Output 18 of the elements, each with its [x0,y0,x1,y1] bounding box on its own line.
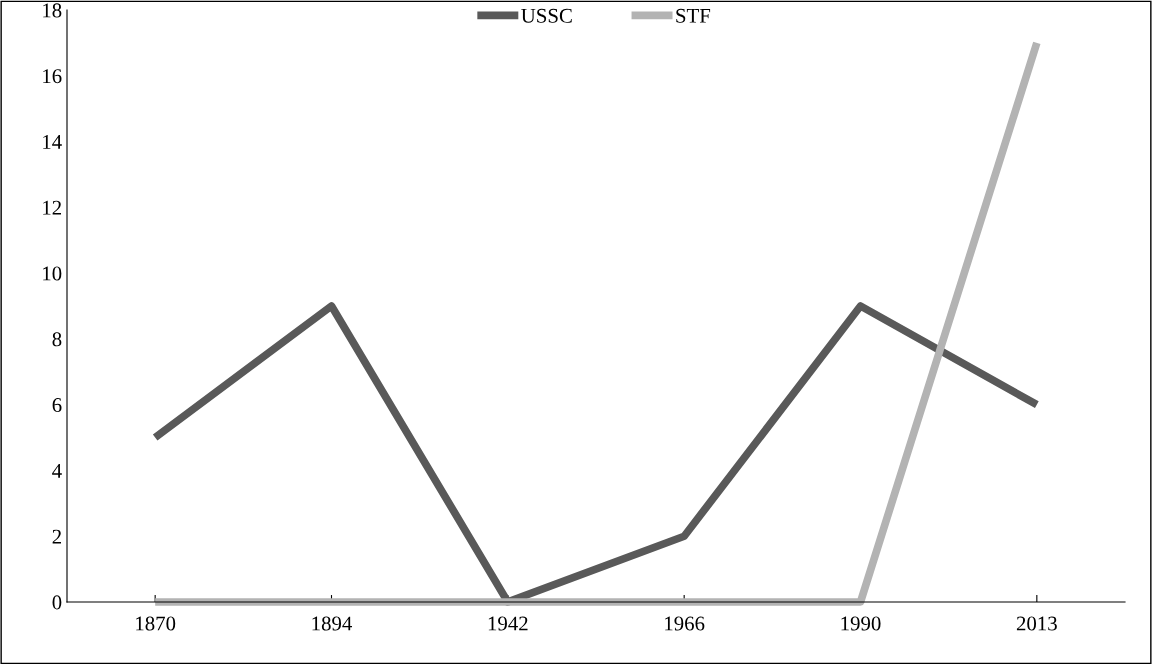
x-tick-label: 2013 [1016,616,1057,631]
x-tick-label: 1990 [841,616,881,631]
x-tick-label: 1894 [312,616,353,631]
legend-label: STF [676,8,711,23]
y-tick-label: 14 [43,135,62,149]
y-tick-label: 10 [43,266,62,281]
y-tick-label: 4 [52,463,62,478]
y-tick-label: 8 [52,332,62,347]
y-tick-label: 0 [52,595,62,610]
y-tick-label: 2 [52,529,61,544]
y-tick-label: 16 [43,69,62,84]
x-tick-label: 1942 [488,616,528,631]
x-tick-label: 1966 [665,616,705,631]
y-tick-label: 12 [43,200,61,215]
y-tick-label: 6 [52,398,62,413]
legend-label: USSC [521,8,572,23]
y-tick-label: 18 [43,3,62,18]
x-tick-label: 1870 [136,616,176,631]
